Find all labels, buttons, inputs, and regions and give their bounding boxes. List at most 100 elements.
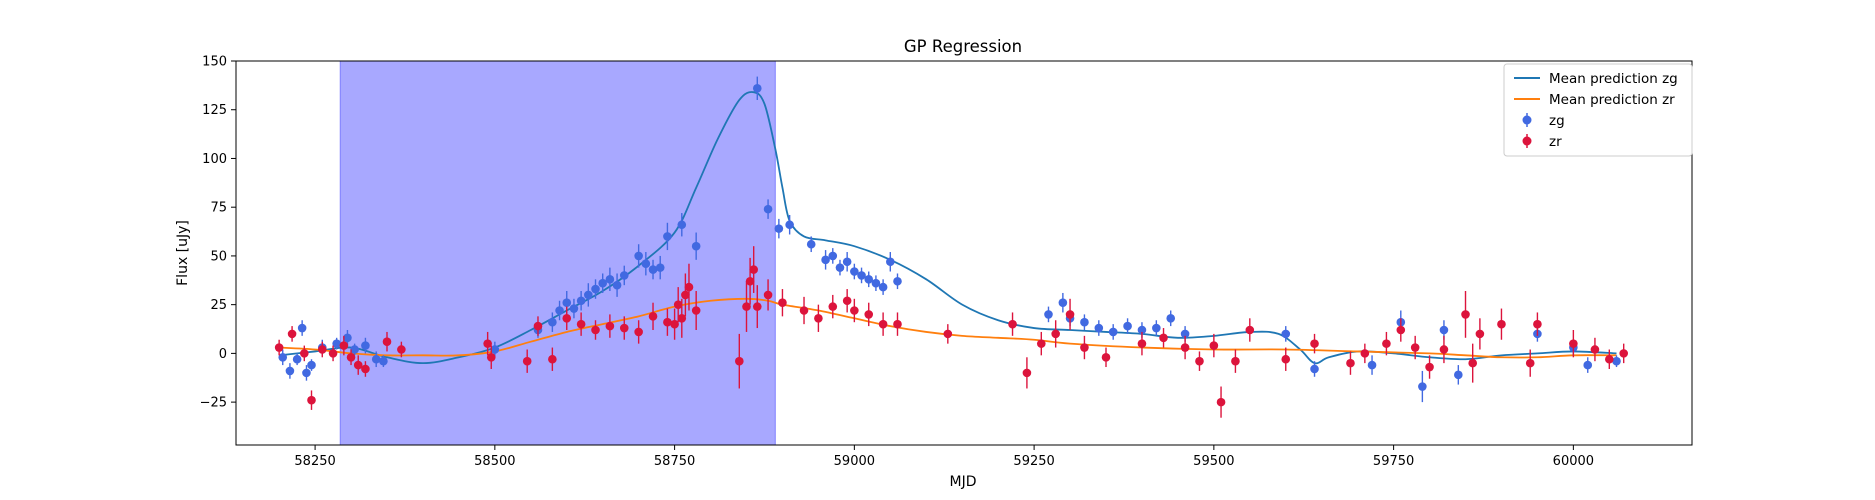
- zr-data-point: [763, 279, 773, 311]
- zr-data-point: [1533, 312, 1542, 336]
- zr-data-point: [619, 316, 629, 340]
- zr-data-point: [1346, 351, 1355, 375]
- zr-data-point: [1310, 333, 1319, 354]
- zr-data-point: [1137, 331, 1147, 356]
- zg-data-point: [774, 218, 784, 239]
- point-layer: [274, 76, 1628, 418]
- zr-data-point: [548, 347, 557, 371]
- zr-data-point: [361, 361, 370, 377]
- zg-data-point: [1166, 310, 1176, 327]
- zr-data-point: [799, 296, 809, 325]
- zg-data-point: [655, 255, 665, 280]
- x-axis-label: MJD: [950, 474, 977, 490]
- x-tick-label: 59250: [1013, 454, 1054, 469]
- x-axis-ticks: 58250 58500 58750 59000 59250 59500 59750 60000: [294, 445, 1594, 469]
- zg-data-point: [490, 341, 500, 358]
- x-tick-label: 58500: [474, 454, 515, 469]
- zr-data-point: [943, 324, 953, 344]
- zg-data-point: [371, 351, 381, 368]
- zg-data-point: [1080, 314, 1089, 330]
- zg-data-point: [302, 365, 311, 381]
- zr-data-point: [346, 349, 356, 366]
- legend-box: [1503, 63, 1693, 157]
- zr-data-point: [1619, 343, 1628, 364]
- legend-label-zr-line: Mean prediction zr: [1549, 92, 1675, 108]
- zg-data-point: [648, 259, 658, 280]
- axes-frame: [235, 60, 1693, 446]
- zg-data-point: [576, 291, 586, 311]
- zg-data-point: [835, 259, 845, 276]
- zr-data-point: [1410, 335, 1420, 360]
- zr-data-point: [1065, 298, 1075, 330]
- zr-data-point: [864, 302, 874, 327]
- zr-data-point: [1216, 386, 1226, 418]
- zr-data-point: [1468, 343, 1478, 383]
- zg-data-point: [886, 252, 895, 272]
- zr-data-point: [1497, 308, 1506, 340]
- zg-data-point: [548, 312, 557, 332]
- zr-data-point: [483, 331, 492, 356]
- zg-data-point: [864, 271, 874, 288]
- zr-data-point: [1022, 357, 1032, 389]
- axes-border: [235, 60, 1693, 446]
- legend-swatch-zr-points: [1522, 134, 1532, 148]
- zr-data-point: [1180, 335, 1190, 360]
- legend: Mean prediction zg Mean prediction zr zg…: [1503, 63, 1693, 157]
- zr-data-point: [634, 320, 643, 344]
- zg-data-point: [893, 273, 902, 290]
- zg-data-point: [297, 320, 307, 336]
- zr-data-point: [828, 294, 838, 319]
- zg-data-point: [332, 337, 341, 350]
- zg-data-point: [752, 76, 762, 100]
- y-tick-label: 100: [202, 152, 227, 167]
- legend-label-zg-line: Mean prediction zg: [1549, 71, 1678, 87]
- y-axis-ticks: −25 0 25 50 75 100 125 150: [200, 55, 236, 411]
- zr-data-point: [300, 345, 309, 362]
- y-tick-label: 125: [202, 103, 227, 118]
- zr-data-point: [1195, 351, 1204, 371]
- zr-data-point: [648, 302, 658, 330]
- zr-data-point: [1360, 343, 1370, 364]
- zr-data-point: [749, 246, 758, 293]
- zg-data-point: [871, 275, 881, 292]
- zg-data-point: [1123, 318, 1132, 334]
- zg-data-point: [1418, 370, 1427, 403]
- zr-data-point: [1425, 355, 1434, 379]
- zr-data-point: [1590, 337, 1600, 362]
- zg-data-point: [1058, 292, 1068, 313]
- zr-data-point: [1036, 331, 1046, 356]
- zg-data-point: [663, 222, 672, 251]
- zr-data-point: [670, 308, 679, 340]
- zg-data-point: [763, 199, 773, 219]
- zr-data-point: [742, 281, 751, 332]
- legend-label-zg-points: zg: [1549, 113, 1565, 129]
- y-tick-label: 150: [202, 55, 227, 70]
- zr-data-point: [533, 316, 543, 336]
- zg-data-point: [1281, 326, 1291, 342]
- zr-data-point: [1569, 329, 1578, 358]
- zr-data-point: [1281, 347, 1291, 371]
- zr-data-point: [339, 335, 349, 356]
- y-axis-label: Flux [uJy]: [175, 220, 191, 286]
- zg-data-point: [634, 244, 643, 268]
- zg-data-point: [619, 265, 629, 286]
- zr-data-point: [1209, 333, 1219, 358]
- zg-data-point: [878, 279, 888, 295]
- zr-data-point: [1159, 328, 1168, 348]
- zg-data-point: [598, 273, 607, 293]
- zr-data-point: [1439, 335, 1449, 364]
- x-tick-label: 58750: [654, 454, 695, 469]
- mean-prediction-zr-line: [279, 297, 1617, 359]
- zg-data-point: [1094, 320, 1104, 336]
- zr-data-point: [1461, 291, 1470, 338]
- zg-data-point: [1310, 361, 1319, 377]
- zr-data-point: [1382, 331, 1391, 356]
- zg-data-point: [569, 298, 579, 319]
- zg-data-point: [850, 263, 859, 280]
- zr-data-point: [778, 289, 787, 317]
- zr-data-point: [893, 312, 902, 336]
- y-tick-label: 0: [219, 347, 227, 362]
- zr-data-point: [382, 331, 392, 352]
- zg-data-point: [1612, 355, 1621, 368]
